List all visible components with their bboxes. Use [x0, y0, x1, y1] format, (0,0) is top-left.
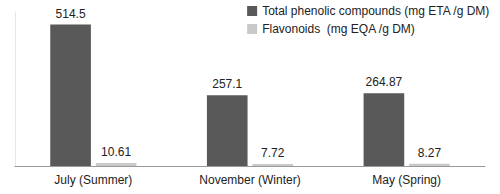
svg-text:May (Spring): May (Spring) [372, 173, 441, 187]
svg-text:July (Summer): July (Summer) [54, 173, 132, 187]
svg-text:514.5: 514.5 [56, 7, 86, 21]
svg-text:10.61: 10.61 [101, 145, 131, 159]
svg-text:Flavonoids (mg EQA /g DM): Flavonoids (mg EQA /g DM) [262, 22, 415, 36]
svg-text:8.27: 8.27 [418, 146, 442, 160]
svg-text:257.1: 257.1 [212, 77, 242, 91]
svg-text:November (Winter): November (Winter) [199, 173, 300, 187]
svg-text:7.72: 7.72 [261, 146, 285, 160]
svg-text:Total phenolic compounds (mg E: Total phenolic compounds (mg ETA /g DM) [262, 4, 489, 18]
svg-text:264.87: 264.87 [366, 75, 403, 89]
